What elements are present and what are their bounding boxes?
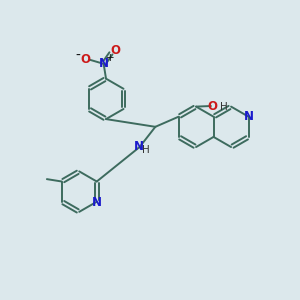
Text: N: N	[244, 110, 254, 123]
Text: O: O	[81, 52, 91, 66]
Text: O: O	[110, 44, 121, 57]
Text: N: N	[92, 196, 102, 209]
Text: -: -	[76, 49, 80, 62]
Text: +: +	[106, 53, 115, 63]
Text: N: N	[99, 57, 109, 70]
Text: H: H	[142, 145, 150, 155]
Text: H: H	[220, 102, 227, 112]
Text: O: O	[208, 100, 218, 112]
Text: N: N	[134, 140, 143, 153]
